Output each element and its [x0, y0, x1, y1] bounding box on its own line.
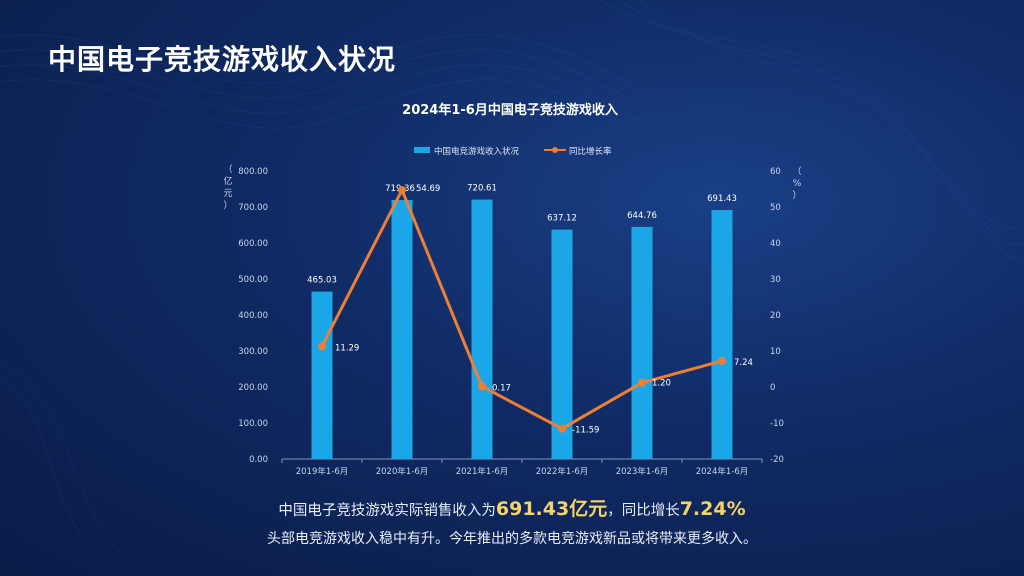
- x-tick-label: 2020年1-6月: [376, 466, 429, 477]
- x-tick-label: 2022年1-6月: [536, 466, 589, 477]
- y-tick-label: 0.00: [249, 455, 268, 465]
- summary-prefix: 中国电子竞技游戏实际销售收入为: [278, 503, 496, 519]
- bar-value-label: 691.43: [707, 194, 737, 204]
- y2-tick-label: 20: [770, 311, 781, 321]
- growth-value-label: 54.69: [416, 184, 440, 194]
- chart-legend: 中国电竞游戏收入状况 同比增长率: [414, 146, 612, 157]
- bar-value-label: 465.03: [307, 276, 337, 286]
- legend-line-label: 同比增长率: [569, 146, 612, 157]
- y2-tick-label: 60: [770, 167, 781, 177]
- y-tick-label: 500.00: [238, 275, 268, 285]
- bar: [311, 291, 333, 459]
- growth-value-label: 11.29: [335, 343, 359, 353]
- bar: [711, 210, 733, 459]
- x-tick-label: 2024年1-6月: [696, 466, 749, 477]
- y2-axis-unit-text: （%）: [792, 166, 801, 201]
- y-tick-label: 200.00: [238, 383, 268, 393]
- summary-growth-rate: 7.24%: [679, 498, 746, 520]
- y-axis-ticks: 0.00 100.00 200.00 300.00 400.00 500.00 600.00…: [238, 167, 268, 465]
- growth-point: [478, 382, 486, 391]
- y2-tick-label: 0: [770, 383, 775, 393]
- x-axis-ticks: 2019年1-6月 2020年1-6月 2021年1-6月 2022年1-6月 2023…: [281, 459, 763, 477]
- summary-revenue-value: 691.43亿元: [495, 498, 608, 520]
- y-tick-label: 100.00: [238, 419, 268, 429]
- y2-axis-ticks: -20 -10 0 10 20 30 40 50 60: [770, 167, 784, 465]
- growth-line: [320, 188, 723, 431]
- y-tick-label: 300.00: [238, 347, 268, 357]
- y2-tick-label: 30: [770, 275, 781, 285]
- growth-point: [718, 356, 726, 365]
- bar: [631, 226, 653, 459]
- y-tick-label: 800.00: [238, 167, 268, 177]
- bar: [551, 229, 573, 459]
- bar-value-label: 720.61: [467, 184, 497, 194]
- legend-bar-label: 中国电竞游戏收入状况: [434, 146, 520, 157]
- growth-value-label: 1.20: [652, 379, 671, 389]
- y2-tick-label: 50: [770, 203, 781, 213]
- y-tick-label: 600.00: [238, 239, 268, 249]
- growth-point: [398, 186, 406, 195]
- line-series: 11.29 54.69 0.17 -11.59 1.20 7.24: [318, 184, 753, 436]
- summary-line-2: 头部电竞游戏收入稳中有升。今年推出的多款电竞游戏新品或将带来更多收入。: [267, 531, 757, 547]
- growth-value-label: 0.17: [492, 383, 511, 393]
- y2-tick-label: -10: [770, 419, 784, 429]
- y-axis-unit-label: （亿元）: [223, 164, 232, 211]
- y-axis-unit-text: （亿元）: [223, 164, 232, 211]
- legend-bar-swatch: [414, 147, 430, 153]
- chart-title: 2024年1-6月中国电子竞技游戏收入: [402, 102, 618, 118]
- growth-point: [318, 342, 326, 351]
- x-tick-label: 2021年1-6月: [456, 466, 509, 477]
- y2-tick-label: 10: [770, 347, 781, 357]
- y2-axis-unit-label: （%）: [792, 166, 801, 201]
- page-title: 中国电子竞技游戏收入状况: [48, 43, 397, 76]
- y2-tick-label: 40: [770, 239, 781, 249]
- growth-value-label: 7.24: [734, 358, 753, 368]
- bar-value-label: 637.12: [547, 214, 577, 224]
- summary-line-1: 中国电子竞技游戏实际销售收入为691.43亿元，同比增长7.24%: [0, 494, 1024, 521]
- growth-point: [638, 378, 646, 387]
- y-tick-label: 400.00: [238, 311, 268, 321]
- y2-tick-label: -20: [770, 455, 784, 465]
- x-tick-label: 2019年1-6月: [296, 466, 349, 477]
- legend-line-marker: [552, 147, 558, 153]
- bar: [391, 200, 413, 459]
- summary-mid: ，同比增长: [607, 503, 680, 519]
- bar-value-label: 644.76: [627, 211, 657, 221]
- growth-point: [558, 424, 566, 433]
- bar: [471, 199, 493, 460]
- growth-value-label: -11.59: [572, 426, 599, 436]
- x-tick-label: 2023年1-6月: [616, 466, 669, 477]
- y-tick-label: 700.00: [238, 203, 268, 213]
